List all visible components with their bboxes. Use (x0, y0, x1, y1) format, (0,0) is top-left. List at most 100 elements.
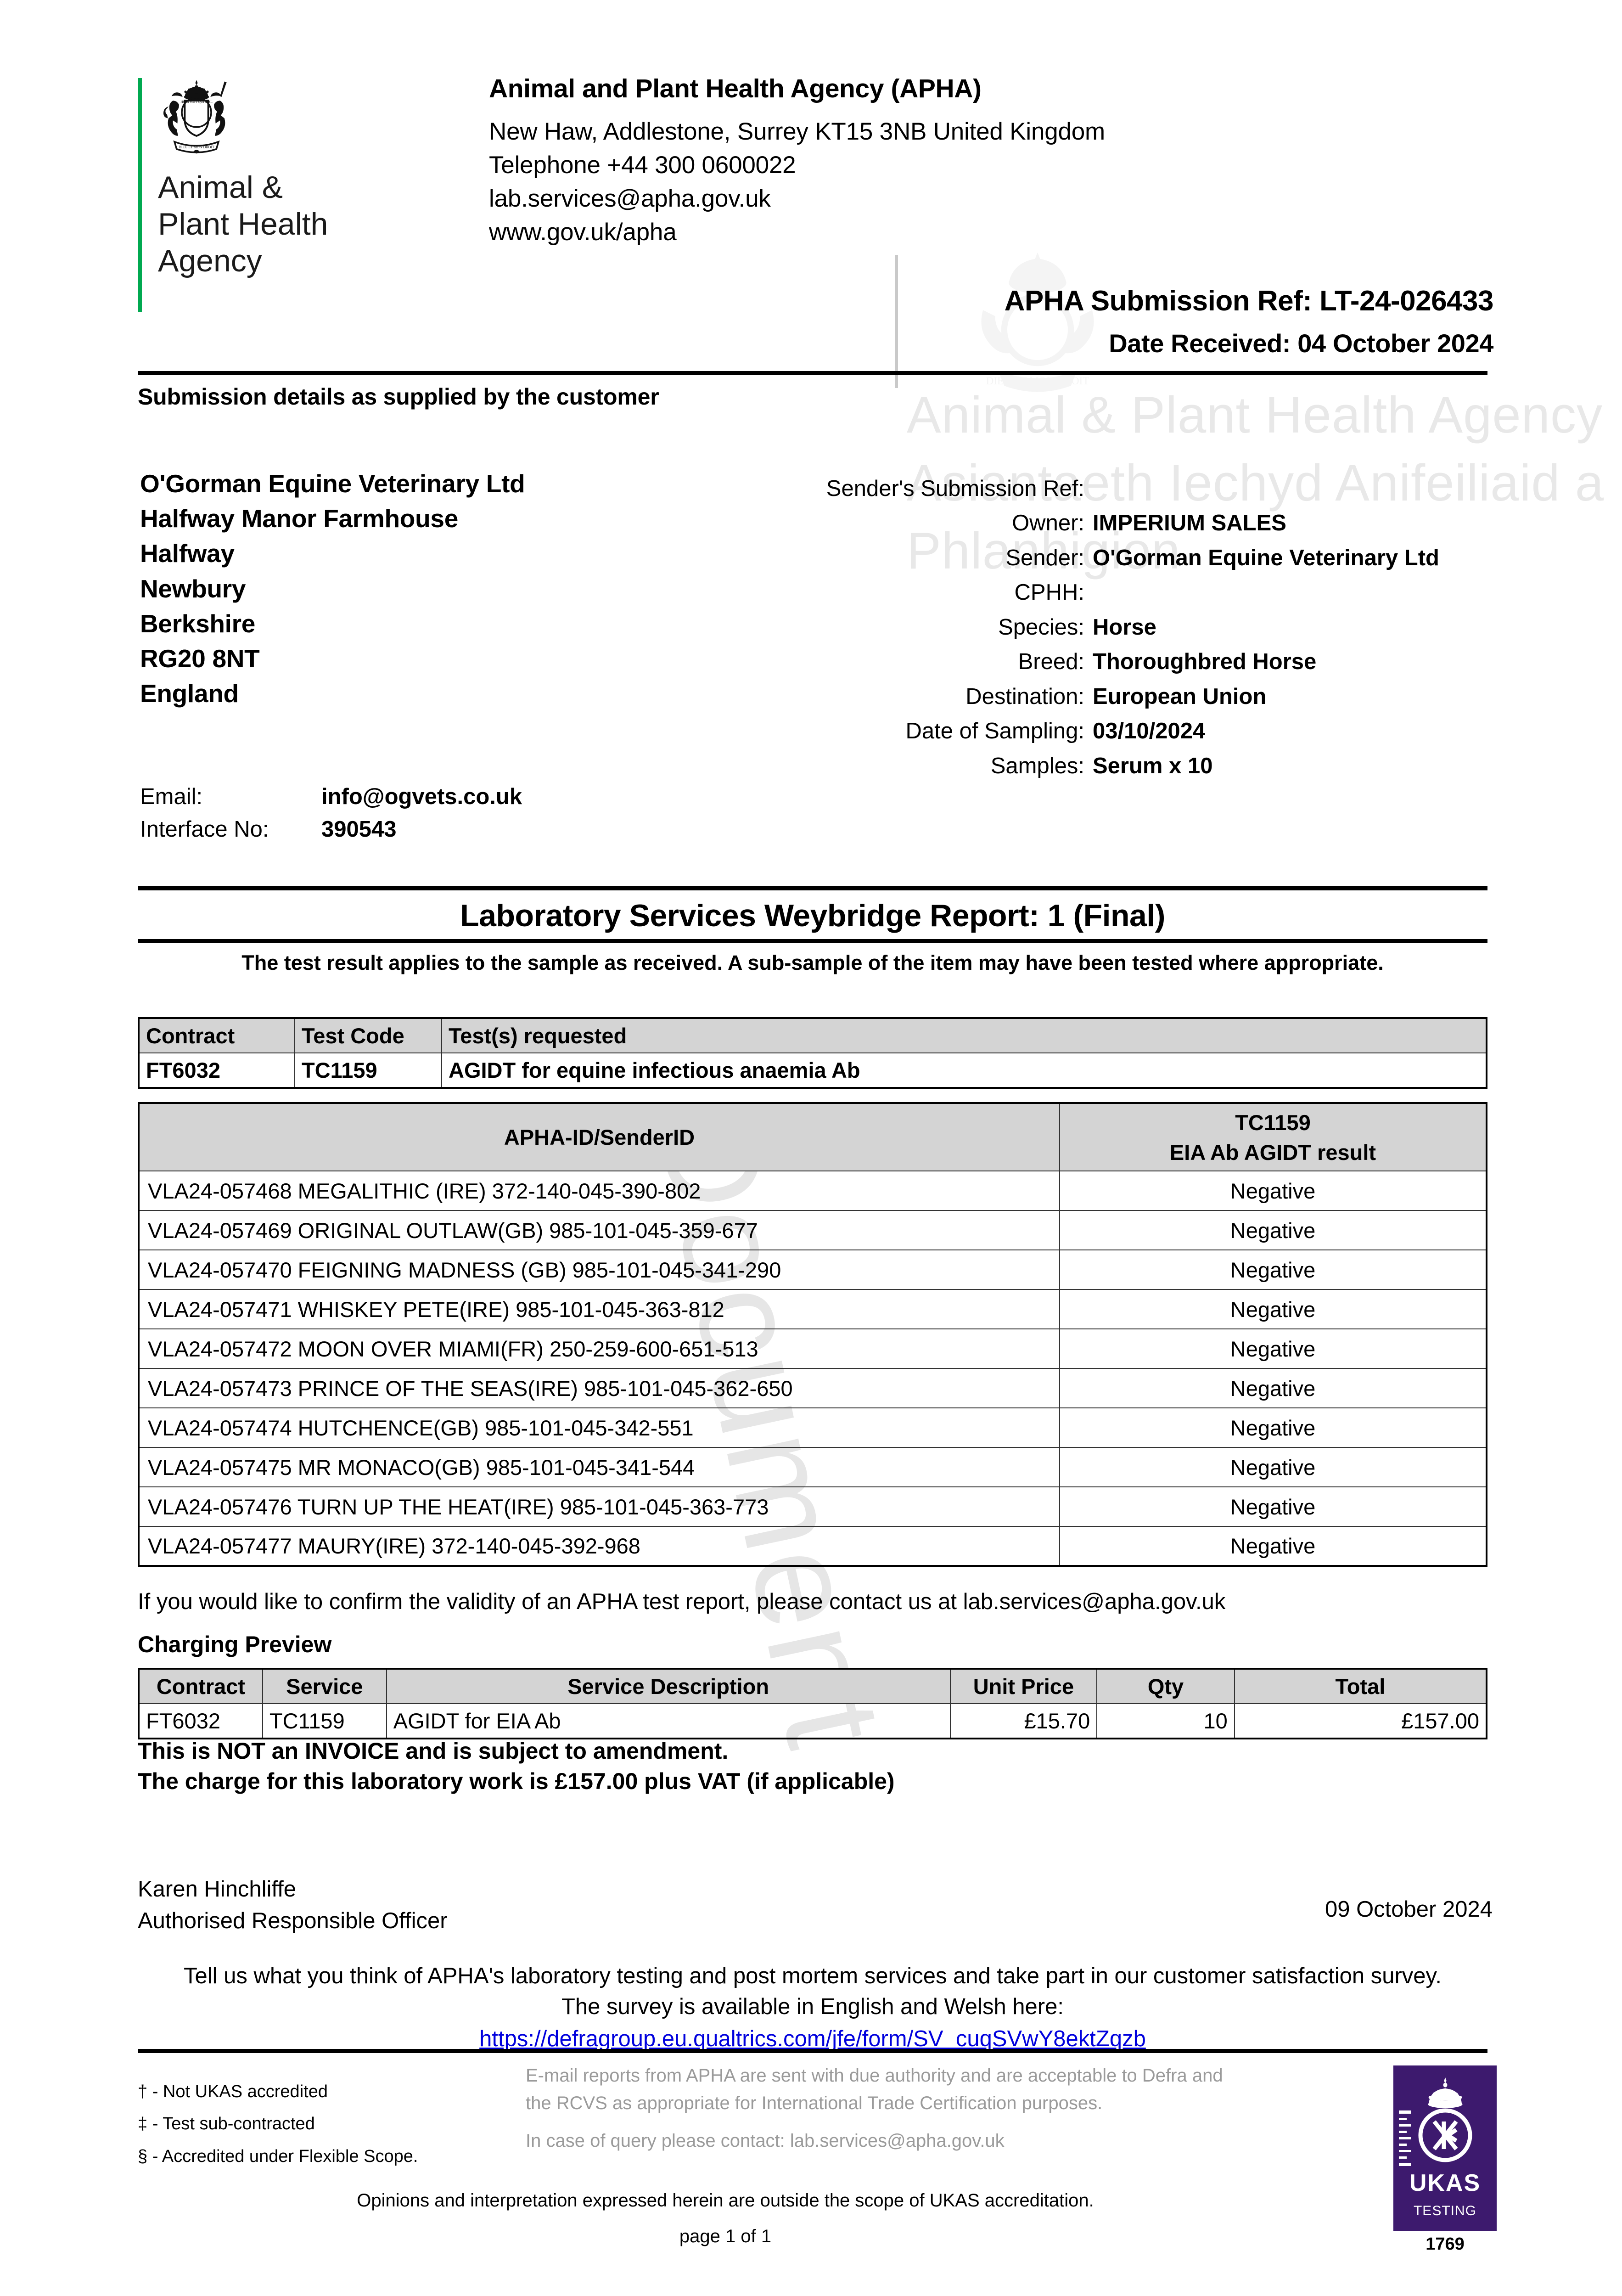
requested-tests-table: Contract Test Code Test(s) requested FT6… (138, 1017, 1487, 1089)
table-cell: FT6032 (138, 1703, 263, 1739)
result-cell: Negative (1059, 1526, 1487, 1566)
table-cell: AGIDT for EIA Ab (386, 1703, 951, 1739)
submission-meta-label: CPHH: (1014, 580, 1084, 605)
sample-id-cell: VLA24-057477 MAURY(IRE) 372-140-045-392-… (138, 1526, 1060, 1566)
ukas-crown-circle-icon (1418, 2077, 1472, 2162)
table-header-row: APHA-ID/SenderID TC1159 EIA Ab AGIDT res… (138, 1103, 1487, 1171)
validity-confirm-text: If you would like to confirm the validit… (138, 1589, 1226, 1614)
table-row: VLA24-057468 MEGALITHIC (IRE) 372-140-04… (138, 1171, 1487, 1211)
col-apha-id: APHA-ID/SenderID (138, 1103, 1060, 1171)
results-table: APHA-ID/SenderID TC1159 EIA Ab AGIDT res… (138, 1102, 1487, 1567)
customer-interface-label: Interface No: (140, 816, 269, 842)
ukas-wordmark: UKAS (1409, 2170, 1481, 2196)
table-row: VLA24-057475 MR MONACO(GB) 985-101-045-3… (138, 1447, 1487, 1487)
header-rule (138, 371, 1487, 375)
accreditation-symbol-notes: † - Not UKAS accredited ‡ - Test sub-con… (138, 2082, 418, 2166)
footer-note-query: In case of query please contact: lab.ser… (526, 2131, 1005, 2151)
col-unit-price: Unit Price (949, 1668, 1098, 1704)
table-row: VLA24-057470 FEIGNING MADNESS (GB) 985-1… (138, 1249, 1487, 1290)
page-title: Laboratory Services Weybridge Report: 1 … (460, 898, 1165, 933)
submission-meta-label: Destination: (965, 684, 1084, 709)
agency-telephone: Telephone +44 300 0600022 (489, 152, 796, 179)
col-result: TC1159 EIA Ab AGIDT result (1059, 1103, 1487, 1171)
submission-ref: APHA Submission Ref: LT-24-026433 (1004, 285, 1494, 317)
table-row: VLA24-057471 WHISKEY PETE(IRE) 985-101-0… (138, 1289, 1487, 1329)
col-contract: Contract (138, 1018, 295, 1053)
table-cell: £157.00 (1234, 1703, 1487, 1739)
submission-meta-value: Horse (1093, 614, 1156, 640)
table-row: VLA24-057477 MAURY(IRE) 372-140-045-392-… (138, 1526, 1487, 1566)
submission-meta-label: Species: (998, 614, 1084, 640)
col-qty: Qty (1096, 1668, 1235, 1704)
sample-id-cell: VLA24-057471 WHISKEY PETE(IRE) 985-101-0… (138, 1289, 1060, 1329)
agency-website: www.gov.uk/apha (489, 219, 677, 246)
ukas-logo-box: UKAS TESTING (1393, 2065, 1497, 2231)
sample-id-cell: VLA24-057473 PRINCE OF THE SEAS(IRE) 985… (138, 1368, 1060, 1408)
submission-meta-row: Samples: Serum x 10 (780, 753, 1497, 778)
table-cell: FT6032 (138, 1052, 295, 1088)
result-cell: Negative (1059, 1368, 1487, 1408)
table-cell: 10 (1096, 1703, 1235, 1739)
logo-wordmark: Animal & Plant Health Agency (158, 170, 328, 279)
report-date: 09 October 2024 (1325, 1897, 1493, 1922)
charging-preview-table: Contract Service Service Description Uni… (138, 1668, 1487, 1739)
report-title-rule-top (138, 886, 1487, 890)
sample-id-cell: VLA24-057468 MEGALITHIC (IRE) 372-140-04… (138, 1171, 1060, 1211)
submission-meta-label: Owner: (1012, 511, 1084, 536)
submission-meta-value: 03/10/2024 (1093, 719, 1206, 744)
agency-contact-block: Animal and Plant Health Agency (APHA) Ne… (489, 73, 1105, 249)
result-col-desc: EIA Ab AGIDT result (1169, 1140, 1376, 1165)
sample-id-cell: VLA24-057475 MR MONACO(GB) 985-101-045-3… (138, 1447, 1060, 1487)
logo-green-bar (138, 78, 142, 312)
header-vertical-divider (895, 255, 898, 388)
svg-text:DIEU ET MON DROIT: DIEU ET MON DROIT (179, 145, 214, 149)
submission-meta-label: Sender: (1005, 545, 1084, 570)
result-cell: Negative (1059, 1328, 1487, 1369)
customer-address: O'Gorman Equine Veterinary Ltd Halfway M… (140, 469, 525, 708)
svg-text:HONI SOIT QUI MAL: HONI SOIT QUI MAL (180, 100, 213, 104)
page-number: page 1 of 1 (679, 2226, 772, 2246)
footer-opinions-note: Opinions and interpretation expressed he… (357, 2190, 1094, 2211)
table-cell: AGIDT for equine infectious anaemia Ab (441, 1052, 1487, 1088)
customer-interface-value: 390543 (321, 816, 397, 842)
submission-meta-row: Date of Sampling: 03/10/2024 (780, 720, 1497, 743)
submission-ref-block: APHA Submission Ref: LT-24-026433 Date R… (1004, 285, 1494, 358)
survey-text: Tell us what you think of APHA's laborat… (183, 1964, 1442, 2019)
customer-email-value: info@ogvets.co.uk (321, 784, 522, 809)
survey-link[interactable]: https://defragroup.eu.qualtrics.com/jfe/… (479, 2026, 1146, 2052)
signatory-block: Karen Hinchliffe Authorised Responsible … (138, 1877, 448, 1933)
col-service-description: Service Description (386, 1668, 951, 1704)
ukas-testing-label: TESTING (1413, 2203, 1476, 2218)
table-cell: £15.70 (949, 1703, 1098, 1739)
submission-meta-value: Thoroughbred Horse (1093, 649, 1317, 675)
submission-meta-row: Breed: Thoroughbred Horse (780, 649, 1497, 675)
footer-grey-notes: E-mail reports from APHA are sent with d… (526, 2062, 1233, 2165)
sample-id-cell: VLA24-057472 MOON OVER MIAMI(FR) 250-259… (138, 1328, 1060, 1369)
table-cell: TC1159 (262, 1703, 387, 1739)
submission-meta-label: Date of Sampling: (905, 719, 1085, 744)
customer-email-label: Email: (140, 784, 203, 809)
submission-meta-value: O'Gorman Equine Veterinary Ltd (1093, 545, 1439, 570)
submission-meta-value: IMPERIUM SALES (1093, 511, 1286, 536)
col-total: Total (1234, 1668, 1487, 1704)
result-cell: Negative (1059, 1249, 1487, 1290)
footer-rule (138, 2049, 1487, 2053)
submission-meta-value: Serum x 10 (1093, 753, 1213, 778)
royal-crest-icon: HONI SOIT QUI MAL DIEU ET MON DR (163, 80, 227, 154)
agency-name: Animal and Plant Health Agency (APHA) (489, 74, 982, 103)
ukas-accreditation-number: 1769 (1426, 2234, 1465, 2254)
sample-id-cell: VLA24-057470 FEIGNING MADNESS (GB) 985-1… (138, 1249, 1060, 1290)
svg-text:DIEU ET MON DROIT: DIEU ET MON DROIT (986, 375, 1089, 387)
submission-meta-label: Samples: (990, 753, 1084, 778)
submission-meta-value: European Union (1093, 684, 1267, 709)
submission-meta-label: Breed: (1018, 649, 1084, 675)
result-col-code: TC1159 (1235, 1110, 1311, 1135)
table-row: VLA24-057469 ORIGINAL OUTLAW(GB) 985-101… (138, 1210, 1487, 1250)
col-contract: Contract (138, 1668, 263, 1704)
col-test-code: Test Code (294, 1018, 442, 1053)
not-invoice-disclaimer: This is NOT an INVOICE and is subject to… (138, 1738, 895, 1794)
customer-interface-row: Interface No: 390543 (140, 813, 522, 846)
table-header-row: Contract Test Code Test(s) requested (138, 1018, 1487, 1053)
sample-id-cell: VLA24-057469 ORIGINAL OUTLAW(GB) 985-101… (138, 1210, 1060, 1250)
result-cell: Negative (1059, 1486, 1487, 1527)
